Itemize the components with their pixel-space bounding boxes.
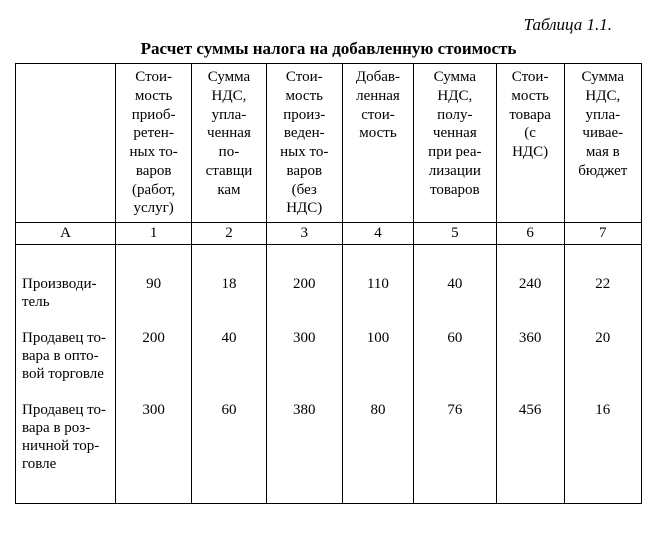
index-cell-6: 6 — [496, 223, 564, 245]
cell-r1c5: 40 — [420, 275, 490, 293]
cell-r2c7: 20 — [571, 329, 635, 347]
cell-r3c6: 456 — [503, 401, 558, 419]
data-col-6: 240 360 456 — [496, 245, 564, 504]
cell-r3c2: 60 — [198, 401, 259, 419]
cell-r3c5: 76 — [420, 401, 490, 419]
index-cell-5: 5 — [414, 223, 497, 245]
index-cell-3: 3 — [266, 223, 342, 245]
row-labels-cell: Производи-тель Продавец то-вара в опто-в… — [16, 245, 116, 504]
cell-r2c6: 360 — [503, 329, 558, 347]
index-cell-1: 1 — [116, 223, 192, 245]
header-cell-4: Добав-леннаястои-мость — [342, 64, 413, 223]
header-cell-2: СуммаНДС,упла-ченнаяпо-ставщикам — [192, 64, 266, 223]
cell-r1c4: 110 — [349, 275, 407, 293]
cell-r2c4: 100 — [349, 329, 407, 347]
table-title: Расчет суммы налога на добавленную стоим… — [15, 39, 642, 59]
index-cell-7: 7 — [564, 223, 641, 245]
row-label-2: Продавец то-вара в опто-вой торговле — [22, 329, 109, 383]
table-data-block: Производи-тель Продавец то-вара в опто-в… — [16, 245, 642, 504]
data-col-5: 40 60 76 — [414, 245, 497, 504]
table-header-row: Стои-мостьприоб-ретен-ных то-варов(работ… — [16, 64, 642, 223]
cell-r2c5: 60 — [420, 329, 490, 347]
cell-r3c3: 380 — [273, 401, 336, 419]
cell-r1c7: 22 — [571, 275, 635, 293]
data-col-7: 22 20 16 — [564, 245, 641, 504]
cell-r1c6: 240 — [503, 275, 558, 293]
cell-r3c7: 16 — [571, 401, 635, 419]
header-cell-a — [16, 64, 116, 223]
row-label-1: Производи-тель — [22, 275, 109, 311]
data-col-4: 110 100 80 — [342, 245, 413, 504]
row-label-3: Продавец то-вара в роз-ничной тор-говле — [22, 401, 109, 473]
index-cell-4: 4 — [342, 223, 413, 245]
cell-r1c1: 90 — [122, 275, 185, 293]
header-cell-7: СуммаНДС,упла-чивае-мая вбюджет — [564, 64, 641, 223]
header-cell-5: СуммаНДС,полу-ченнаяпри реа-лизациитовар… — [414, 64, 497, 223]
cell-r2c1: 200 — [122, 329, 185, 347]
cell-r3c1: 300 — [122, 401, 185, 419]
data-col-2: 18 40 60 — [192, 245, 266, 504]
cell-r1c2: 18 — [198, 275, 259, 293]
cell-r2c2: 40 — [198, 329, 259, 347]
header-cell-1: Стои-мостьприоб-ретен-ных то-варов(работ… — [116, 64, 192, 223]
index-cell-2: 2 — [192, 223, 266, 245]
data-col-3: 200 300 380 — [266, 245, 342, 504]
header-cell-3: Стои-мостьпроиз-веден-ных то-варов(безНД… — [266, 64, 342, 223]
data-col-1: 90 200 300 — [116, 245, 192, 504]
table-index-row: А 1 2 3 4 5 6 7 — [16, 223, 642, 245]
cell-r2c3: 300 — [273, 329, 336, 347]
cell-r1c3: 200 — [273, 275, 336, 293]
table-number-label: Таблица 1.1. — [15, 15, 642, 35]
header-cell-6: Стои-мостьтовара(сНДС) — [496, 64, 564, 223]
vat-calculation-table: Стои-мостьприоб-ретен-ных то-варов(работ… — [15, 63, 642, 504]
cell-r3c4: 80 — [349, 401, 407, 419]
index-cell-a: А — [16, 223, 116, 245]
